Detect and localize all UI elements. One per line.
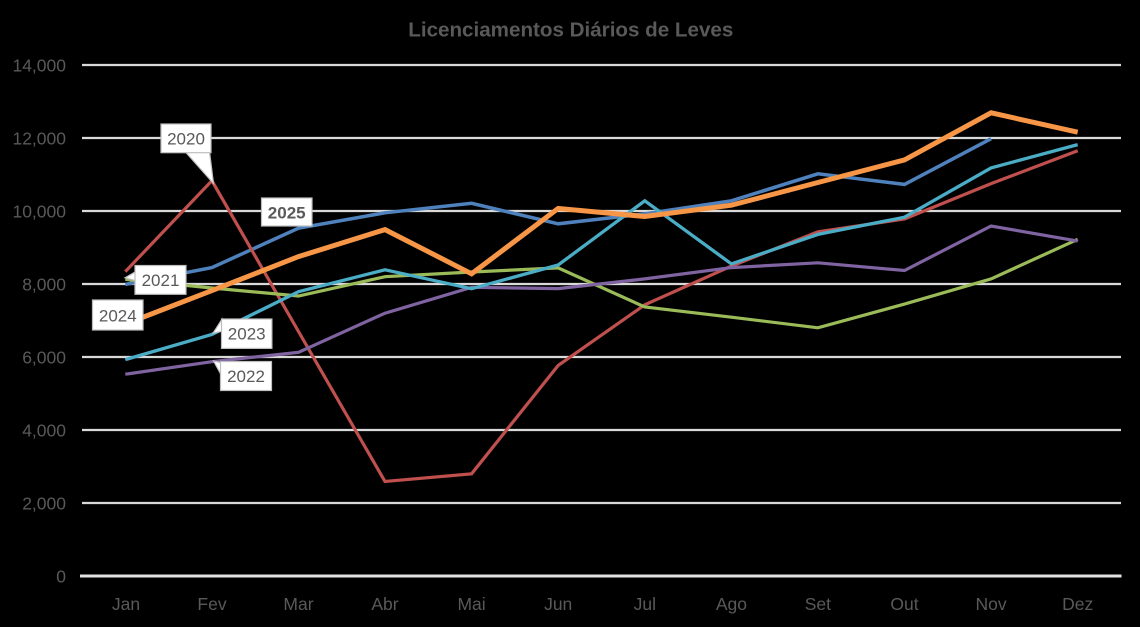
svg-text:2020: 2020 <box>167 130 205 149</box>
svg-text:2025: 2025 <box>268 203 306 222</box>
svg-text:12,000: 12,000 <box>12 129 66 149</box>
svg-text:Set: Set <box>805 594 831 614</box>
svg-text:Fev: Fev <box>197 594 226 614</box>
svg-text:2023: 2023 <box>228 325 266 344</box>
svg-text:Mar: Mar <box>283 594 313 614</box>
svg-text:2,000: 2,000 <box>22 494 66 514</box>
svg-text:2021: 2021 <box>142 271 180 290</box>
svg-text:6,000: 6,000 <box>22 348 66 368</box>
svg-text:Jan: Jan <box>112 594 140 614</box>
svg-text:Nov: Nov <box>976 594 1007 614</box>
svg-text:14,000: 14,000 <box>12 56 66 76</box>
svg-text:2024: 2024 <box>99 306 137 325</box>
svg-text:Licenciamentos Diários de Leve: Licenciamentos Diários de Leves <box>408 19 733 42</box>
svg-text:Dez: Dez <box>1062 594 1093 614</box>
svg-text:Ago: Ago <box>716 594 747 614</box>
svg-text:Abr: Abr <box>371 594 398 614</box>
svg-text:4,000: 4,000 <box>22 421 66 441</box>
svg-text:Jul: Jul <box>634 594 656 614</box>
svg-text:0: 0 <box>56 567 66 587</box>
svg-text:2022: 2022 <box>227 367 265 386</box>
svg-text:Jun: Jun <box>544 594 572 614</box>
svg-text:8,000: 8,000 <box>22 275 66 295</box>
svg-text:Mai: Mai <box>457 594 485 614</box>
svg-text:10,000: 10,000 <box>12 202 66 222</box>
svg-text:Out: Out <box>890 594 918 614</box>
